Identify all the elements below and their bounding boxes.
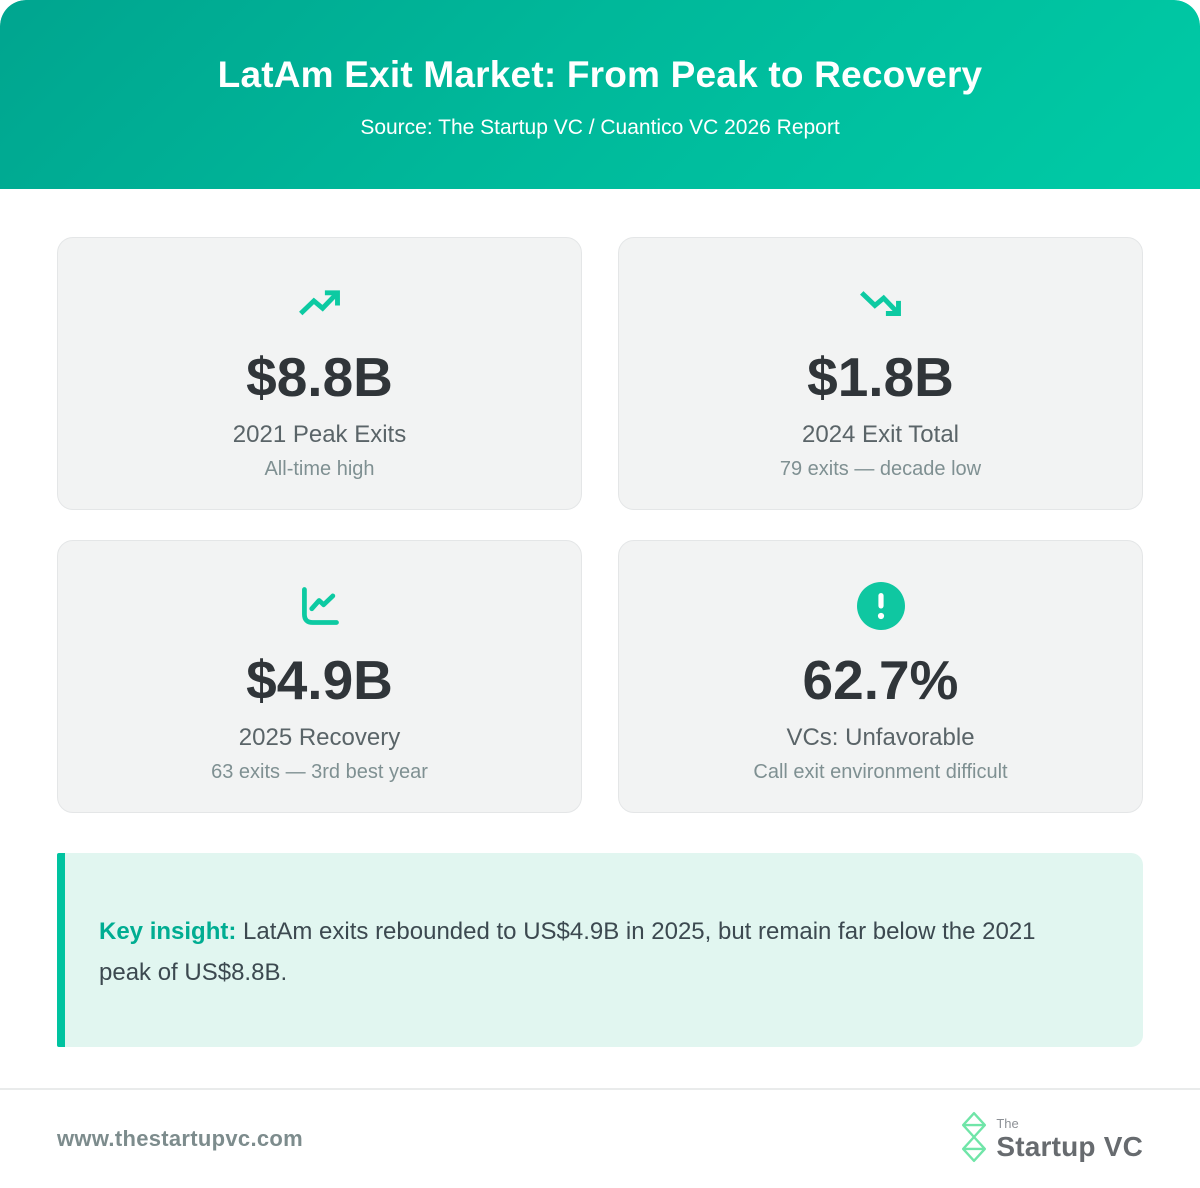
stat-value: $4.9B — [246, 649, 393, 711]
stat-sublabel: Call exit environment difficult — [753, 761, 1008, 783]
startup-vc-logo-icon — [962, 1111, 987, 1168]
stat-card-2024-total: $1.8B 2024 Exit Total 79 exits — decade … — [618, 237, 1143, 510]
brand-wordmark-name: Startup VC — [996, 1131, 1143, 1162]
stat-label: 2021 Peak Exits — [232, 421, 407, 448]
stat-value: $8.8B — [246, 346, 393, 408]
brand-wordmark-the: The — [996, 1116, 1019, 1131]
key-insight-label: Key insight: — [99, 918, 237, 945]
stat-value: $1.8B — [807, 346, 954, 408]
stat-sublabel: All-time high — [264, 458, 375, 480]
website-url: www.thestartupvc.com — [57, 1126, 304, 1151]
key-insight-text: LatAm exits rebounded to US$4.9B in 2025… — [99, 918, 1036, 986]
stat-sublabel: 63 exits — 3rd best year — [211, 761, 428, 783]
key-insight-callout: Key insight: LatAm exits rebounded to US… — [57, 853, 1143, 1047]
stat-cards-grid: $8.8B 2021 Peak Exits All-time high $1.8… — [57, 237, 1143, 813]
alert-circle-icon — [856, 582, 905, 630]
page-title: LatAm Exit Market: From Peak to Recovery — [217, 54, 983, 95]
header-banner: LatAm Exit Market: From Peak to Recovery… — [0, 0, 1200, 189]
stat-label: 2024 Exit Total — [802, 421, 959, 448]
stat-label: 2025 Recovery — [238, 724, 401, 751]
footer: www.thestartupvc.com The Startup VC — [0, 1088, 1200, 1188]
brand-logo: The Startup VC — [962, 1111, 1143, 1168]
stat-sublabel: 79 exits — decade low — [779, 458, 982, 480]
trending-down-icon — [854, 280, 908, 326]
page-subtitle: Source: The Startup VC / Cuantico VC 202… — [360, 116, 840, 139]
stat-value: 62.7% — [802, 649, 959, 711]
stat-label: VCs: Unfavorable — [786, 724, 975, 751]
trending-up-icon — [293, 280, 347, 326]
line-chart-icon — [298, 583, 342, 629]
stat-card-2021-peak: $8.8B 2021 Peak Exits All-time high — [57, 237, 582, 510]
brand-wordmark: The Startup VC — [996, 1117, 1143, 1161]
stat-card-vc-sentiment: 62.7% VCs: Unfavorable Call exit environ… — [618, 540, 1143, 813]
stat-card-2025-recovery: $4.9B 2025 Recovery 63 exits — 3rd best … — [57, 540, 582, 813]
